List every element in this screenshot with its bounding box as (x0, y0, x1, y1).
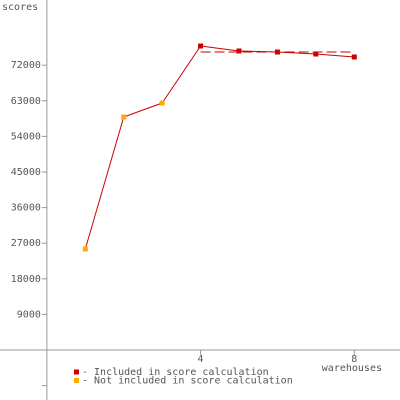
y-tick-label: 9000 (17, 309, 41, 320)
point (121, 114, 127, 120)
line-segment (238, 50, 278, 53)
y-tick-label: 18000 (11, 274, 41, 285)
point (274, 49, 280, 55)
legend-label: - Included in score calculation (82, 367, 269, 378)
line-segment (84, 116, 125, 250)
y-tick-label: 27000 (11, 238, 41, 249)
point (198, 43, 204, 49)
y-axis-label: scores (2, 2, 38, 13)
line-segment (315, 53, 355, 58)
point (351, 54, 357, 60)
y-tick-label: 63000 (11, 96, 41, 107)
legend-label: - Not included in score calculation (82, 376, 293, 387)
line-segment (277, 51, 316, 55)
line-segment (161, 45, 201, 104)
x-tick-label: 8 (351, 354, 357, 365)
legend-swatch (74, 369, 79, 375)
point (159, 100, 165, 106)
point (82, 246, 88, 252)
y-tick-label: 72000 (11, 60, 41, 71)
y-tick-label: 36000 (11, 203, 41, 214)
line-segment (200, 45, 240, 52)
point (236, 48, 242, 54)
y-tick-label: 45000 (11, 167, 41, 178)
point (313, 51, 319, 57)
x-axis-label: warehouses (322, 363, 382, 374)
x-tick-label: 4 (198, 354, 204, 365)
y-tick-label: 54000 (11, 131, 41, 142)
legend-swatch (74, 378, 79, 383)
line-segment (123, 102, 163, 118)
